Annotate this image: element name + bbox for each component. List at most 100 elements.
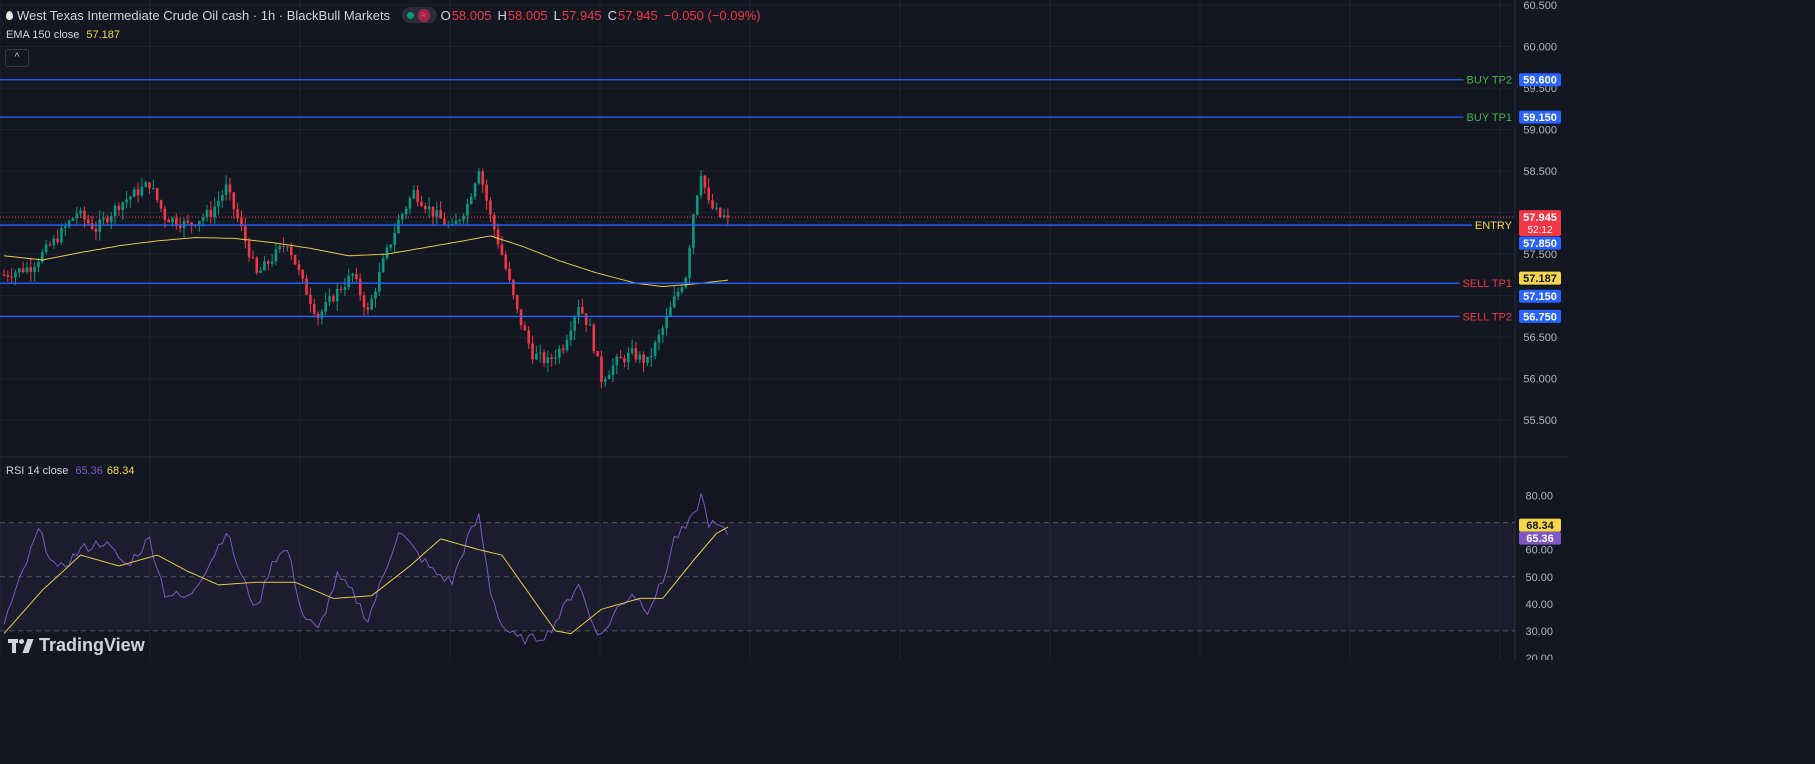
rsi-label: RSI 14 close — [6, 465, 69, 477]
candle-body — [439, 210, 442, 219]
candle-body — [358, 278, 362, 296]
candle-body — [431, 206, 435, 217]
level-price-badge-bg — [1519, 309, 1561, 323]
candle-body — [653, 342, 657, 356]
candle-body — [117, 205, 121, 211]
candle-body — [293, 254, 297, 265]
candle-body — [289, 246, 293, 255]
ohlc-low-key: L — [553, 7, 561, 23]
candle-body — [60, 228, 63, 243]
candle-body — [718, 207, 722, 217]
candle-body — [726, 215, 730, 218]
candle-body — [56, 238, 59, 243]
symbol-title[interactable]: West Texas Intermediate Crude Oil cash ·… — [17, 7, 391, 23]
candle-body — [171, 218, 174, 223]
level-lines[interactable]: BUY TP2 BUY TP1 ENTRY SELL TP1 SELL TP2 — [0, 73, 1516, 325]
brand-name: TradingView — [39, 635, 145, 655]
candle-body — [374, 291, 377, 299]
candle-body — [125, 199, 128, 203]
candle-body — [435, 210, 439, 217]
candle-body — [500, 244, 504, 255]
candle-body — [109, 215, 113, 223]
rsi-legend[interactable]: RSI 14 close 65.36 68.34 — [6, 465, 138, 477]
candle-body — [305, 278, 308, 295]
candle-body — [351, 273, 354, 276]
candle-body — [113, 205, 117, 216]
ema-legend[interactable]: EMA 150 close 57.187 — [6, 29, 124, 41]
candle-body — [427, 206, 431, 210]
price-tick-label: 58.500 — [1523, 166, 1557, 178]
rsi-value-badge: 65.36 — [1526, 533, 1554, 545]
candle-body — [312, 304, 316, 314]
candle-body — [178, 225, 182, 229]
candle-body — [190, 222, 193, 225]
candle-body — [554, 357, 557, 359]
level-label-bg — [1463, 73, 1515, 88]
symbol-legend[interactable]: West Texas Intermediate Crude Oil cash ·… — [6, 7, 767, 23]
collapse-legend-button[interactable]: ^ — [5, 49, 29, 67]
candle-body — [355, 273, 358, 279]
last-price-badge: 57.945 — [1523, 212, 1557, 224]
candle-body — [71, 218, 75, 221]
level-price-badge-bg — [1519, 236, 1561, 250]
candle-body — [397, 219, 400, 234]
candle-body — [523, 325, 527, 331]
candle-body — [37, 261, 40, 267]
ema-price-badge-bg — [1519, 271, 1561, 285]
tradingview-logo-icon — [8, 638, 34, 653]
candle-body — [224, 184, 228, 195]
rsi-tick-label: 20.00 — [1525, 653, 1553, 660]
candle-body — [496, 229, 500, 245]
candle-body — [163, 208, 167, 220]
candle-body — [657, 334, 661, 343]
candle-body — [263, 261, 266, 271]
candle-body — [121, 202, 125, 211]
candle-body — [2, 274, 6, 276]
candle-body — [535, 353, 538, 360]
candle-body — [565, 339, 569, 351]
candle-body — [623, 358, 626, 363]
market-status[interactable]: ≈ — [402, 7, 437, 23]
candle-body — [542, 352, 546, 364]
candle-body — [152, 188, 155, 190]
candle-body — [6, 275, 10, 277]
candle-body — [301, 270, 305, 279]
rsi-tick-label: 60.00 — [1525, 545, 1553, 557]
candle-body — [175, 218, 178, 226]
ema-line — [0, 216, 1515, 288]
candle-body — [106, 218, 109, 223]
ema-price-badge: 57.187 — [1523, 273, 1557, 285]
level-label-bg — [1471, 219, 1516, 234]
candle-body — [630, 348, 634, 353]
tradingview-logo[interactable]: TradingView — [8, 635, 145, 656]
price-axis[interactable]: 60.50060.00059.50059.00058.50057.50056.5… — [1523, 0, 1557, 660]
rsi-ma-line — [3, 526, 729, 635]
candle-body — [98, 219, 102, 232]
candle-body — [611, 365, 615, 376]
candle-body — [320, 311, 324, 319]
candle-body — [44, 244, 48, 253]
candle-body — [458, 219, 462, 221]
price-chart[interactable]: BUY TP2 BUY TP1 ENTRY SELL TP1 SELL TP2 60.5… — [0, 0, 1568, 660]
candle-body — [251, 257, 255, 259]
rsi-value: 65.36 — [75, 465, 103, 477]
candle-body — [14, 272, 17, 278]
rsi-band-background — [0, 522, 1515, 632]
candle-body — [703, 175, 707, 188]
candle-body — [270, 261, 274, 264]
candle-body — [424, 205, 427, 210]
ohlc-open-value: 58.005 — [451, 7, 492, 23]
level-label-bg — [1459, 310, 1515, 325]
level-label-bg — [1459, 277, 1515, 292]
rsi-ma-badge-bg — [1519, 518, 1561, 532]
candle-body — [469, 196, 473, 204]
rsi-tick-label: 80.00 — [1525, 491, 1553, 503]
oil-drop-icon — [6, 10, 13, 20]
candle-body — [527, 330, 531, 344]
candle-body — [688, 247, 691, 278]
price-tick-label: 60.500 — [1523, 0, 1557, 12]
ohlc-close-key: C — [607, 7, 617, 23]
candle-body — [217, 200, 220, 207]
candle-body — [462, 215, 465, 220]
candle-body — [21, 268, 25, 273]
